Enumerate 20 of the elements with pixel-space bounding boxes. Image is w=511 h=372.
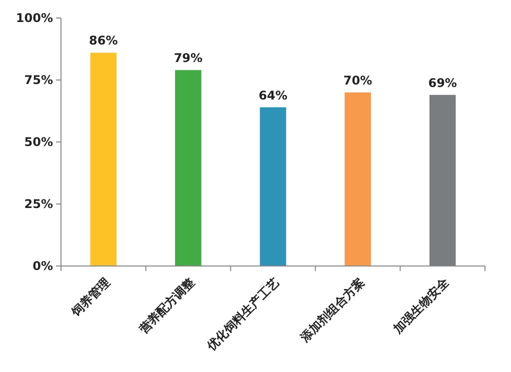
data-label: 64% bbox=[258, 88, 288, 102]
y-tick-label: 0% bbox=[32, 259, 53, 274]
y-tick-label: 100% bbox=[16, 11, 53, 26]
bar bbox=[429, 94, 456, 266]
x-tick-label: 优化饲料生产工艺 bbox=[204, 275, 282, 354]
bar bbox=[260, 107, 286, 266]
x-tick-label: 加强生物安全 bbox=[390, 274, 452, 337]
x-tick-label: 营养配方调整 bbox=[136, 274, 198, 337]
bar bbox=[344, 92, 371, 266]
data-label: 69% bbox=[428, 76, 457, 90]
x-tick-label: 饲养管理 bbox=[68, 275, 112, 320]
x-tick-label: 添加剂组合方案 bbox=[296, 275, 367, 346]
data-label: 86% bbox=[89, 34, 118, 48]
bar bbox=[90, 52, 117, 266]
y-tick-label: 75% bbox=[24, 73, 53, 88]
data-label: 70% bbox=[343, 73, 372, 88]
y-tick-label: 50% bbox=[24, 135, 53, 150]
y-tick-label: 25% bbox=[24, 197, 53, 212]
data-label: 79% bbox=[174, 51, 203, 66]
bar bbox=[175, 70, 202, 266]
